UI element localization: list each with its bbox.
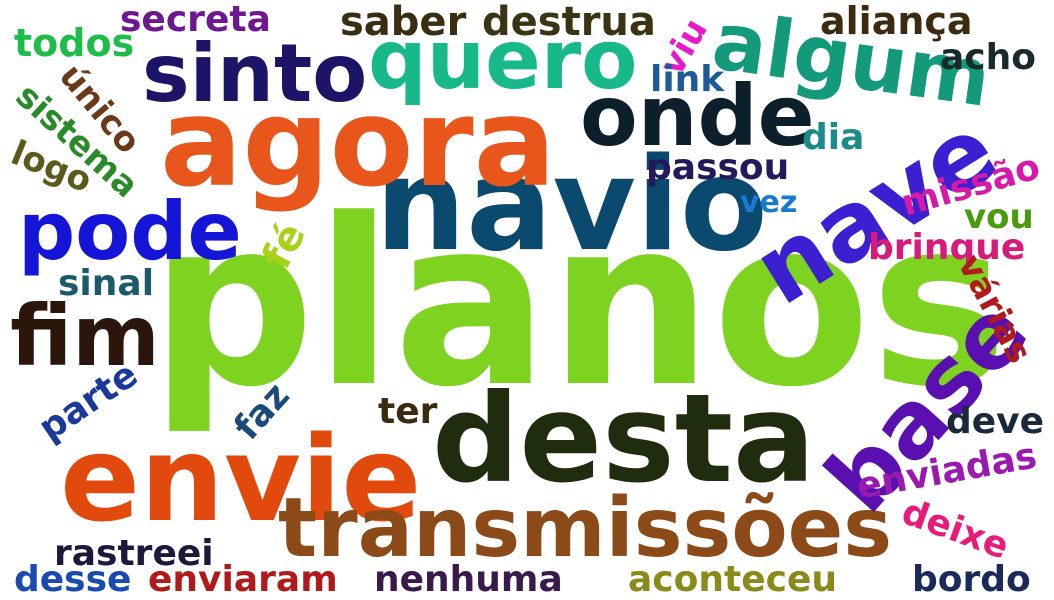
word-desse: desse xyxy=(14,559,132,600)
word-acho: acho xyxy=(940,37,1036,78)
word-saber: saber xyxy=(340,0,467,45)
word-enviaram: enviaram xyxy=(148,559,338,600)
word-dia: dia xyxy=(802,117,865,158)
word-sinal: sinal xyxy=(58,263,155,304)
word-agora: agora xyxy=(160,72,556,214)
word-navio: navio xyxy=(375,131,768,280)
word-sinto: sinto xyxy=(142,27,368,120)
word-onde: onde xyxy=(580,67,815,165)
word-secreta: secreta xyxy=(120,0,271,40)
word-bordo: bordo xyxy=(912,559,1031,600)
word-vou: vou xyxy=(964,197,1034,237)
word-desta: desta xyxy=(432,368,816,510)
word-pode: pode xyxy=(18,185,242,278)
word-quero: quero xyxy=(368,13,638,108)
word-link: link xyxy=(650,59,725,100)
word-fim: fim xyxy=(10,287,160,385)
word-alianca: aliança xyxy=(820,0,973,43)
word-destrua: destrua xyxy=(482,0,656,45)
word-brinque: brinque xyxy=(868,227,1026,268)
word-passou: passou xyxy=(646,147,790,188)
word-ter: ter xyxy=(378,391,438,432)
word-rastreei: rastreei xyxy=(54,533,214,574)
word-transmissoes: transmissões xyxy=(278,481,893,576)
word-envie: envie xyxy=(60,410,422,548)
word-deve: deve xyxy=(946,401,1045,442)
word-planos: planos xyxy=(150,171,1008,438)
word-nenhuma: nenhuma xyxy=(374,559,563,600)
word-aconteceu: aconteceu xyxy=(628,559,838,600)
word-deixe: deixe xyxy=(896,491,1015,568)
word-vez: vez xyxy=(740,185,798,220)
word-todos: todos xyxy=(14,21,135,65)
